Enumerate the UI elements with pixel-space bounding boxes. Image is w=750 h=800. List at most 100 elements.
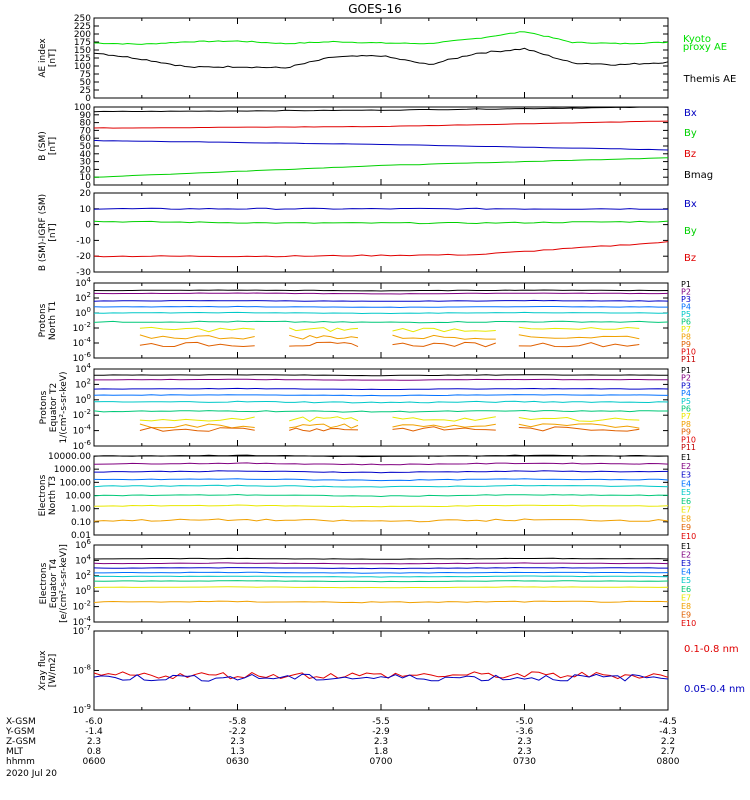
y-tick-label: 10-9: [73, 703, 91, 716]
channel-line-e1: [93, 557, 669, 560]
legend-p2: P2: [681, 288, 691, 297]
channel-segment-p9: [139, 426, 255, 432]
channel-line-p4: [93, 305, 668, 309]
y-tick-label: 20: [80, 189, 92, 199]
footer-label-x-gsm: X-GSM: [6, 717, 36, 727]
y-tick-label: 100: [75, 584, 91, 597]
channel-segment-p9: [518, 342, 640, 348]
y-tick-label: 102: [75, 377, 91, 390]
channel-segment-p7: [139, 326, 255, 333]
y-tick-label: 0.10: [71, 518, 91, 528]
legend-e5: E5: [681, 488, 691, 497]
y-tick-label: 50: [80, 78, 92, 88]
legend-bx: Bx: [684, 108, 697, 119]
y-tick-label: 100: [75, 306, 91, 319]
channel-line-p5: [93, 311, 669, 315]
footer-value: 2.3: [517, 737, 531, 747]
legend-e2: E2: [681, 551, 691, 560]
y-axis-label: Electrons: [39, 562, 49, 604]
footer-value: -5.5: [372, 717, 390, 727]
legend-p5: P5: [681, 310, 691, 319]
y-axis-label: AE index: [38, 38, 48, 78]
legend-e5: E5: [681, 576, 691, 585]
y-axis-label: [nT]: [48, 137, 58, 155]
y-tick-label: 10-2: [73, 321, 91, 334]
y-tick-label: 100: [75, 393, 91, 406]
y-tick-label: 75: [80, 70, 91, 80]
channel-segment-p8: [289, 423, 359, 429]
footer-value: -1.4: [85, 727, 103, 737]
legend-e4: E4: [681, 568, 691, 577]
y-tick-label: -20: [76, 252, 91, 262]
y-tick-label: 20: [80, 165, 92, 175]
legend-p6: P6: [681, 318, 691, 327]
y-tick-label: 0: [85, 181, 91, 191]
channel-segment-p7: [518, 416, 640, 422]
legend-e7: E7: [681, 593, 691, 602]
footer-value: -6.0: [85, 717, 103, 727]
channel-line-p5: [93, 400, 669, 404]
footer-value: 2.2: [661, 737, 675, 747]
legend-e3: E3: [681, 471, 691, 480]
footer-value: -4.5: [659, 717, 677, 727]
footer-value: -3.6: [516, 727, 534, 737]
legend-kyoto-ae: proxy AE: [683, 42, 727, 53]
legend-xray-short: 0.05-0.4 nm: [684, 684, 745, 695]
y-tick-label: 25: [80, 86, 91, 96]
panel-bigrf: -30 -20 -10 0 10 20 B (SM)-IGRF (SM) [nT] Bx By Bz: [38, 189, 697, 278]
chart-title: GOES-16: [348, 2, 402, 16]
footer-label-hhmm: hhmm: [6, 757, 35, 767]
channel-segment-p9: [518, 426, 640, 432]
footer-date: 2020 Jul 20: [6, 769, 57, 779]
legend-e2: E2: [681, 462, 691, 471]
channel-segment-p8: [139, 423, 255, 429]
legend-e9: E9: [681, 610, 691, 619]
y-tick-label: 102: [75, 569, 91, 582]
footer-value: 1.8: [374, 747, 389, 757]
y-tick-label: 100.00: [60, 478, 92, 488]
footer-value: 0800: [657, 757, 680, 767]
panel-frame: [93, 17, 669, 99]
footer-value: -2.9: [372, 727, 390, 737]
legend-bz: Bz: [684, 149, 696, 160]
y-tick-label: 1.00: [71, 505, 91, 515]
y-tick-label: -30: [76, 268, 91, 278]
channel-line-p6: [93, 320, 669, 324]
legend-p11: P11: [681, 443, 696, 452]
channel-line-e7: [93, 504, 669, 508]
footer-value: 2.3: [517, 747, 531, 757]
series-bz: [93, 241, 669, 258]
y-tick-label: 102: [75, 291, 91, 304]
y-tick-label: 100: [74, 62, 91, 72]
legend-p10: P10: [681, 348, 696, 357]
channel-segment-p8: [392, 334, 496, 340]
y-tick-label: 10-4: [73, 424, 92, 437]
legend-bmag: Bmag: [684, 170, 713, 181]
channel-line-p1: [93, 289, 669, 292]
legend-p1: P1: [681, 366, 691, 375]
legend-p11: P11: [681, 355, 696, 364]
channel-line-e8: [93, 600, 669, 604]
y-axis-label: [nT]: [48, 223, 58, 241]
y-axis-label: Protons: [38, 303, 48, 337]
legend-p2: P2: [681, 374, 691, 383]
channel-segment-p9: [139, 341, 255, 348]
footer-value: 0630: [226, 757, 249, 767]
legend-e7: E7: [681, 506, 691, 515]
footer-value: -2.2: [229, 727, 247, 737]
legend-p8: P8: [681, 420, 691, 429]
footer-value: 0700: [370, 757, 393, 767]
channel-line-e5: [94, 575, 669, 578]
series-bx: [93, 207, 668, 210]
channel-line-p2: [93, 292, 669, 295]
y-tick-label: 10: [80, 205, 92, 215]
y-tick-label: 50: [80, 142, 92, 152]
y-axis-label: Xray flux: [38, 650, 48, 691]
legend-p7: P7: [681, 325, 691, 334]
channel-segment-p7: [392, 327, 496, 333]
legend-p3: P3: [681, 295, 691, 304]
